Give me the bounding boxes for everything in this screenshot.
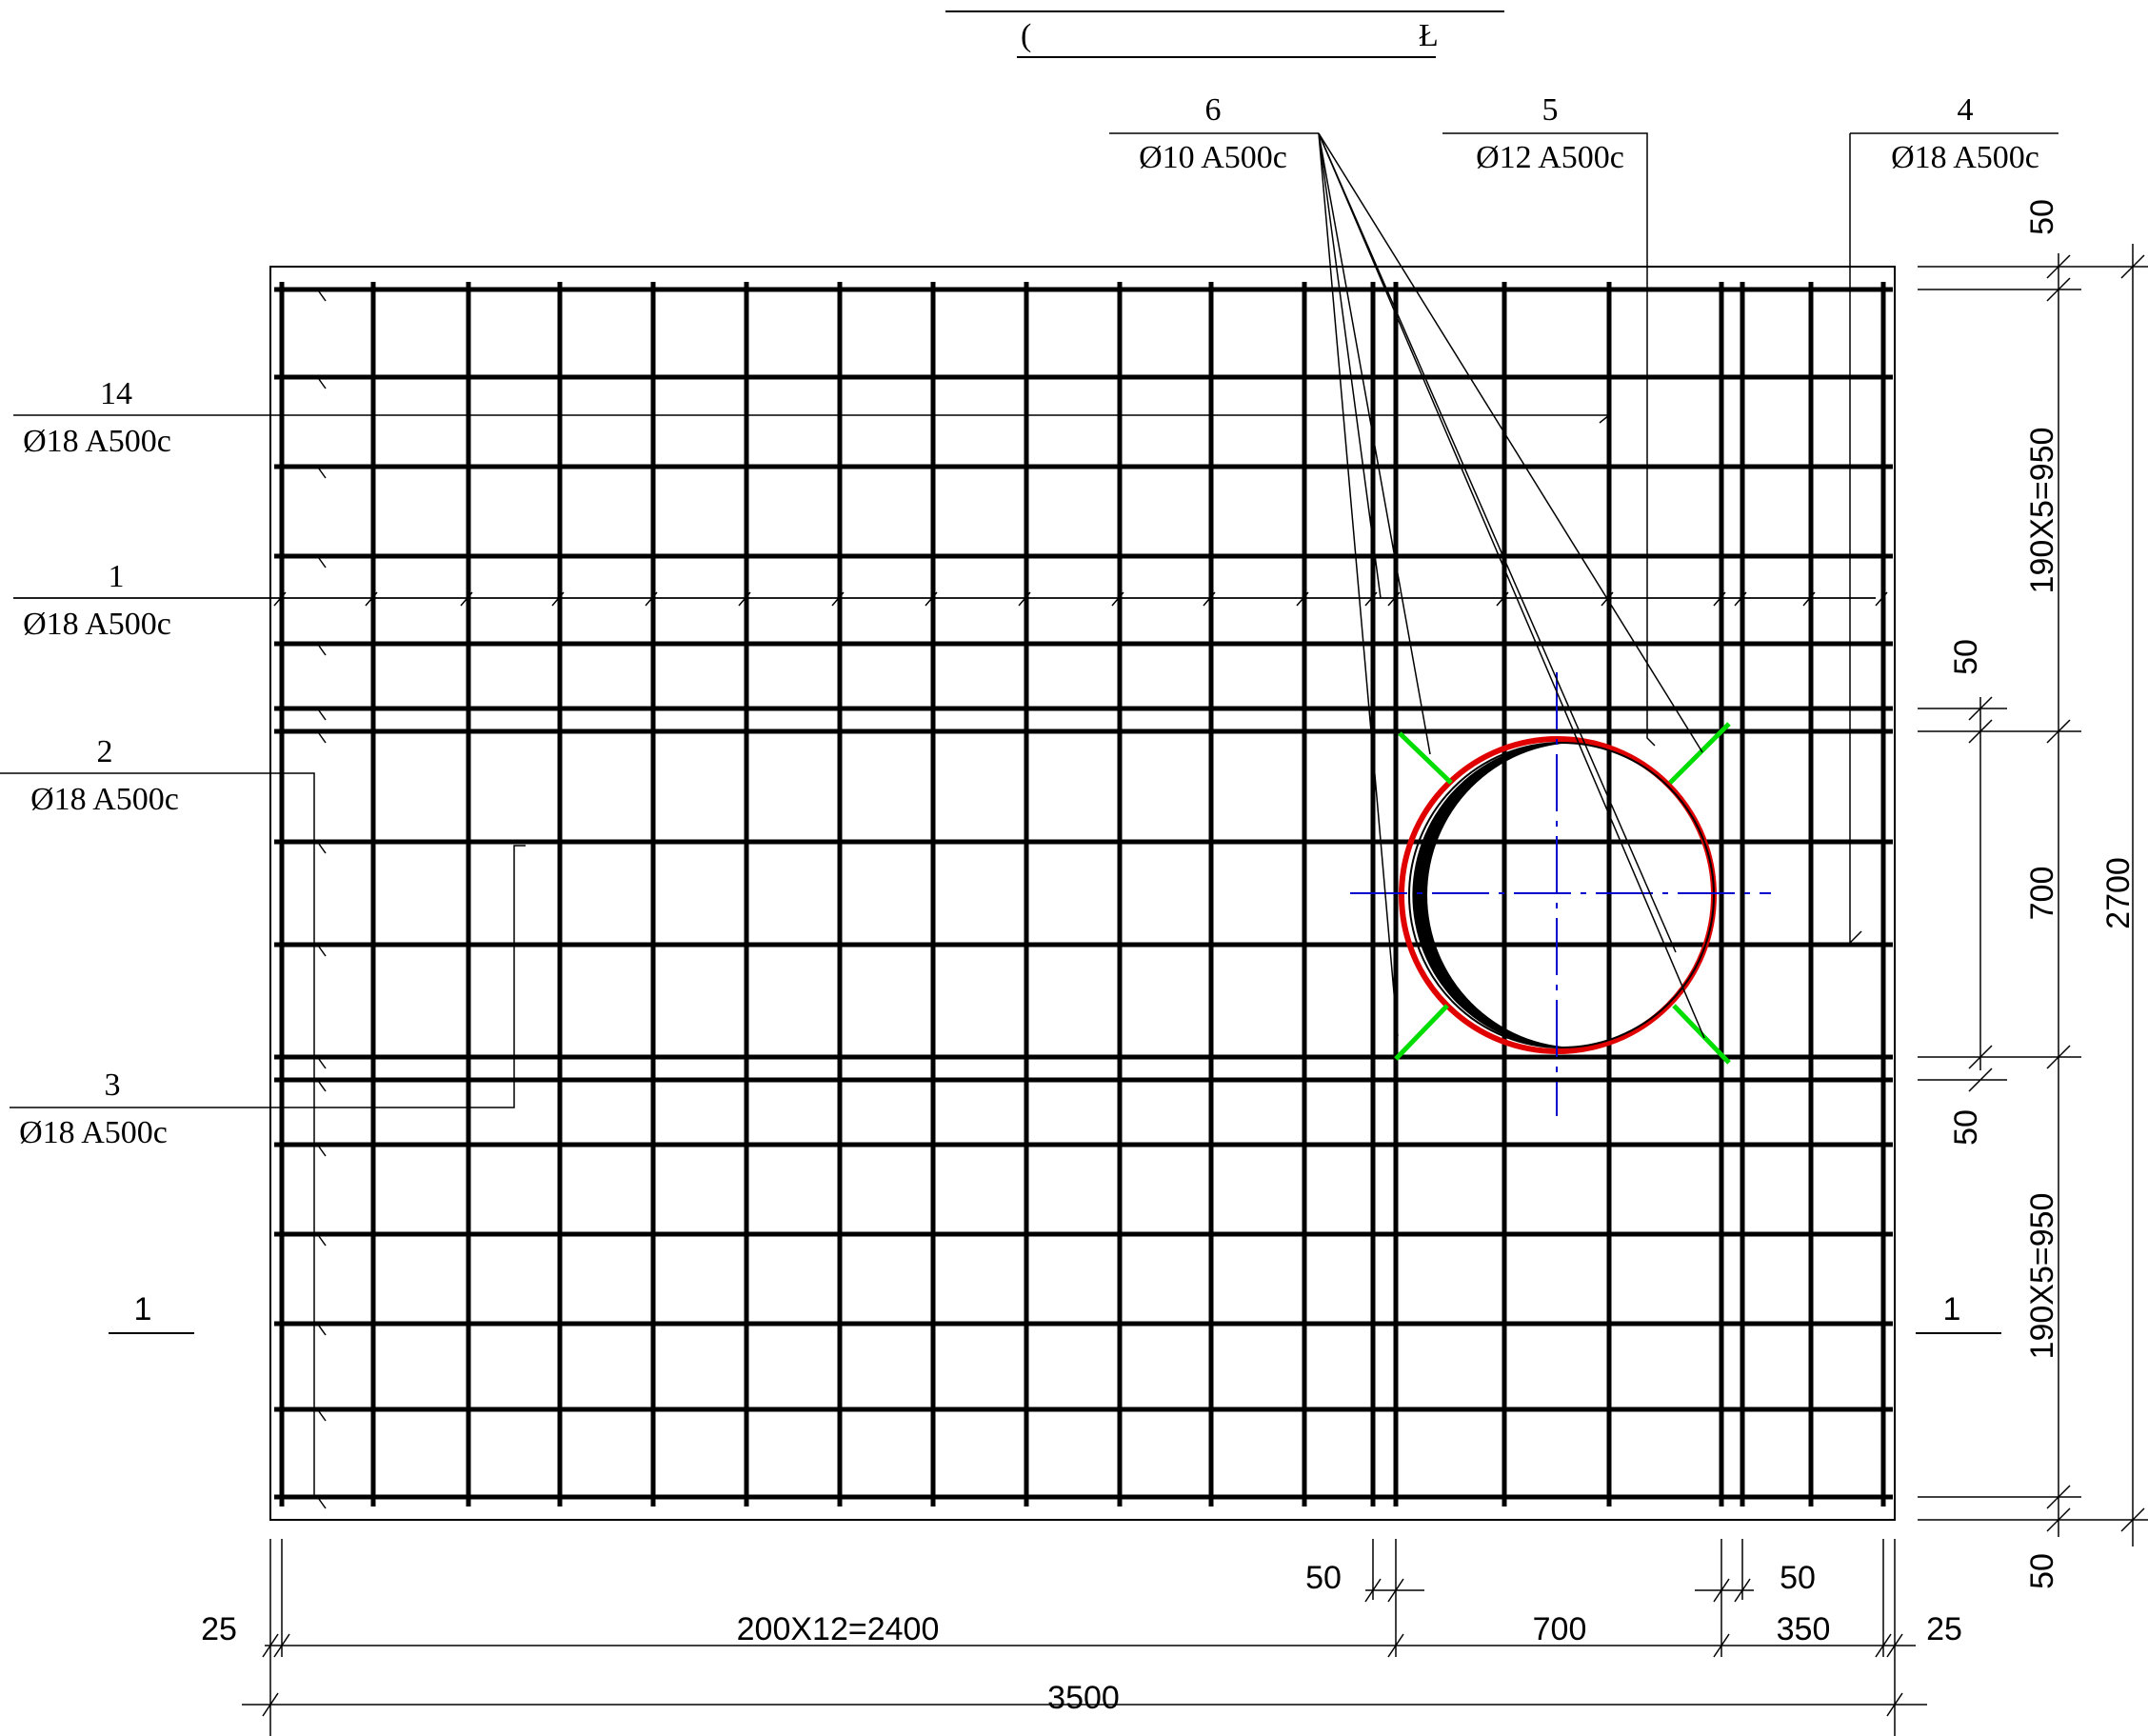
dim-3500: 3500 xyxy=(1047,1680,1120,1716)
dim-350: 350 xyxy=(1777,1611,1831,1647)
distribution-tick-6 xyxy=(738,591,751,607)
dim-25-right: 25 xyxy=(1926,1611,1962,1647)
dim-950-bottom: 190X5=950 xyxy=(2024,1193,2060,1360)
rebar-labels: 14 Ø18 A500c 1 Ø18 A500c 2 Ø18 A500c 3 Ø… xyxy=(19,92,2039,1150)
hole-outline xyxy=(1408,742,1715,1048)
distribution-tick-12 xyxy=(1296,591,1309,607)
left-distribution-tick-1 xyxy=(315,287,327,302)
left-distribution-tick-2 xyxy=(315,374,327,389)
distribution-tick-13 xyxy=(1364,591,1378,607)
dimensions-bottom xyxy=(242,1539,1927,1736)
left-distribution-tick-5 xyxy=(315,641,327,656)
label-14-number: 14 xyxy=(100,376,132,411)
dim-50-right: 50 xyxy=(1780,1560,1816,1596)
label-4-number: 4 xyxy=(1958,92,1974,128)
distribution-tick-4 xyxy=(551,591,565,607)
label-2-number: 2 xyxy=(97,734,113,769)
opening xyxy=(1350,672,1771,1116)
distribution-tick-3 xyxy=(460,591,473,607)
corner-bar-tl xyxy=(1398,731,1453,785)
left-distribution-tick-12 xyxy=(315,1142,327,1157)
label-1-spec: Ø18 A500c xyxy=(23,607,171,642)
dim-50-top: 50 xyxy=(2024,199,2060,235)
slab-outline xyxy=(269,266,1896,1521)
distribution-tick-2 xyxy=(365,591,378,607)
label-2-spec: Ø18 A500c xyxy=(30,782,179,817)
left-distribution-tick-10 xyxy=(315,1054,327,1069)
section-mark-right: 1 xyxy=(1943,1291,1961,1327)
label-1-number: 1 xyxy=(109,559,125,594)
distribution-tick-14 xyxy=(1387,591,1401,607)
left-distribution-tick-14 xyxy=(315,1321,327,1336)
dim-700-bottom: 700 xyxy=(1533,1611,1587,1647)
dim-25-left: 25 xyxy=(201,1611,237,1647)
distribution-tick-1 xyxy=(273,591,287,607)
distribution-tick-8 xyxy=(925,591,938,607)
distribution-tick-17 xyxy=(1713,591,1726,607)
distribution-tick-19 xyxy=(1802,591,1816,607)
distribution-tick-7 xyxy=(831,591,845,607)
left-distribution-tick-11 xyxy=(315,1077,327,1092)
left-distribution-tick-15 xyxy=(315,1407,327,1422)
distribution-tick-10 xyxy=(1111,591,1124,607)
corner-bar-tr xyxy=(1668,722,1731,785)
dim-50-hole-bottom: 50 xyxy=(1948,1109,1984,1146)
dim-50-hole-top: 50 xyxy=(1948,639,1984,675)
title-right: Ł xyxy=(1419,18,1439,53)
label-5-spec: Ø12 A500c xyxy=(1476,140,1624,175)
distribution-tick-18 xyxy=(1734,591,1747,607)
left-distribution-tick-7 xyxy=(315,728,327,744)
dim-700-right: 700 xyxy=(2024,867,2060,921)
hole-shadow xyxy=(1412,743,1579,1048)
dim-50-left: 50 xyxy=(1305,1560,1342,1596)
rebar-grid xyxy=(13,282,1893,1509)
label-4-spec: Ø18 A500c xyxy=(1891,140,2039,175)
title-left: ( xyxy=(1021,18,1031,53)
distribution-tick-11 xyxy=(1203,591,1216,607)
label-6-spec: Ø10 A500c xyxy=(1139,140,1287,175)
left-distribution-tick-4 xyxy=(315,553,327,569)
title-block: ( Ł xyxy=(945,10,1504,58)
left-distribution-tick-6 xyxy=(315,706,327,721)
distribution-tick-15 xyxy=(1496,591,1509,607)
corner-bar-br xyxy=(1672,1004,1731,1065)
label-6-number: 6 xyxy=(1205,92,1222,128)
dim-2400: 200X12=2400 xyxy=(737,1611,940,1647)
dimensions-right xyxy=(1918,244,2148,1546)
distribution-tick-20 xyxy=(1875,591,1888,607)
dim-950-top: 190X5=950 xyxy=(2024,428,2060,594)
left-distribution-tick-3 xyxy=(315,464,327,479)
section-marks: 1 1 xyxy=(109,1291,2001,1334)
distribution-tick-9 xyxy=(1018,591,1031,607)
label-5-number: 5 xyxy=(1542,92,1559,128)
left-distribution-tick-9 xyxy=(315,942,327,957)
leader-lines xyxy=(0,132,2058,1499)
label-3-spec: Ø18 A500c xyxy=(19,1115,168,1150)
section-mark-left: 1 xyxy=(134,1291,152,1327)
dim-50-bottom: 50 xyxy=(2024,1553,2060,1589)
distribution-tick-5 xyxy=(645,591,658,607)
corner-bar-bl xyxy=(1394,1004,1449,1061)
dimension-texts-right: 50 190X5=950 50 700 50 190X5=950 50 2700 xyxy=(1948,199,2137,1589)
label-3-number: 3 xyxy=(105,1068,121,1103)
dim-2700: 2700 xyxy=(2100,857,2137,929)
label-14-spec: Ø18 A500c xyxy=(23,424,171,459)
left-distribution-tick-8 xyxy=(315,839,327,854)
left-distribution-tick-16 xyxy=(315,1494,327,1509)
left-distribution-tick-13 xyxy=(315,1231,327,1247)
dimension-texts-bottom: 25 200X12=2400 50 700 50 350 25 3500 xyxy=(201,1560,1962,1716)
